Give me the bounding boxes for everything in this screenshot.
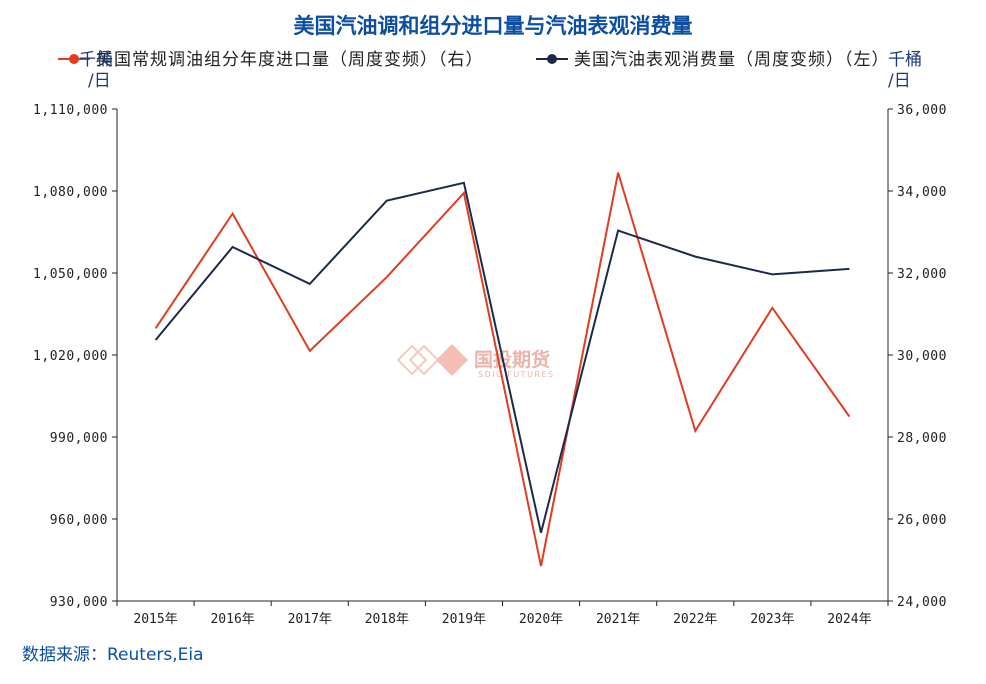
right-tick-label: 24,000 xyxy=(897,595,947,610)
right-tick-label: 32,000 xyxy=(897,267,947,282)
x-tick-label: 2016年 xyxy=(210,612,254,627)
series-layer xyxy=(154,172,851,567)
right-axis-ticks: 24,000 26,000 28,000 30,000 32,000 34,000 36,0… xyxy=(888,103,947,610)
x-tick-label: 2020年 xyxy=(519,612,563,627)
legend-swatch-red-dot xyxy=(69,54,79,64)
x-tick-label: 2018年 xyxy=(365,612,409,627)
axis-unit-line-2: /日 xyxy=(88,71,111,91)
left-tick-label: 1,020,000 xyxy=(33,349,108,364)
x-tick-label: 2017年 xyxy=(288,612,332,627)
left-tick-label: 1,110,000 xyxy=(33,103,108,118)
left-tick-label: 960,000 xyxy=(50,513,108,528)
legend-label-red: 美国常规调油组分年度进口量（周度变频）（右） xyxy=(96,50,484,70)
watermark: 国投期货 SDIC FUTURES xyxy=(396,344,555,379)
x-tick-label: 2023年 xyxy=(750,612,794,627)
left-tick-label: 1,080,000 xyxy=(33,185,108,200)
x-axis-ticks: 2015年 2016年 2017年 2018年 2019年 2020年 2021年 2022年… xyxy=(116,601,889,627)
legend-label-navy: 美国汽油表观消费量（周度变频）（左） xyxy=(574,50,890,70)
chart-title: 美国汽油调和组分进口量与汽油表观消费量 xyxy=(294,14,693,38)
axis-unit-line-1: 千桶 xyxy=(79,50,113,70)
right-tick-label: 26,000 xyxy=(897,513,947,528)
x-tick-label: 2019年 xyxy=(442,612,486,627)
series-line-apparent-consumption xyxy=(154,181,850,533)
left-axis-ticks: 930,000 960,000 990,000 1,020,000 1,050,000 1… xyxy=(33,103,117,610)
left-tick-label: 990,000 xyxy=(50,431,108,446)
legend: 美国常规调油组分年度进口量（周度变频）（右） 美国汽油表观消费量（周度变频）（左… xyxy=(58,50,890,70)
right-tick-label: 28,000 xyxy=(897,431,947,446)
series-line-blending-imports xyxy=(154,172,851,567)
right-tick-label: 34,000 xyxy=(897,185,947,200)
watermark-text: 国投期货 xyxy=(474,348,550,371)
legend-swatch-navy-dot xyxy=(547,54,557,64)
left-tick-label: 930,000 xyxy=(50,595,108,610)
right-tick-label: 36,000 xyxy=(897,103,947,118)
axis-unit-line-1: 千桶 xyxy=(888,50,922,70)
x-tick-label: 2024年 xyxy=(827,612,871,627)
axis-unit-line-2: /日 xyxy=(888,71,911,91)
x-tick-label: 2022年 xyxy=(673,612,717,627)
right-axis-unit: 千桶 /日 xyxy=(888,50,922,91)
watermark-logo-icon xyxy=(396,344,468,376)
x-tick-label: 2021年 xyxy=(596,612,640,627)
left-axis-unit: 千桶 /日 xyxy=(79,50,113,91)
x-tick-label: 2015年 xyxy=(133,612,177,627)
source-note: 数据来源：Reuters,Eia xyxy=(22,645,204,665)
watermark-subtext: SDIC FUTURES xyxy=(478,370,555,379)
right-tick-label: 30,000 xyxy=(897,349,947,364)
left-tick-label: 1,050,000 xyxy=(33,267,108,282)
